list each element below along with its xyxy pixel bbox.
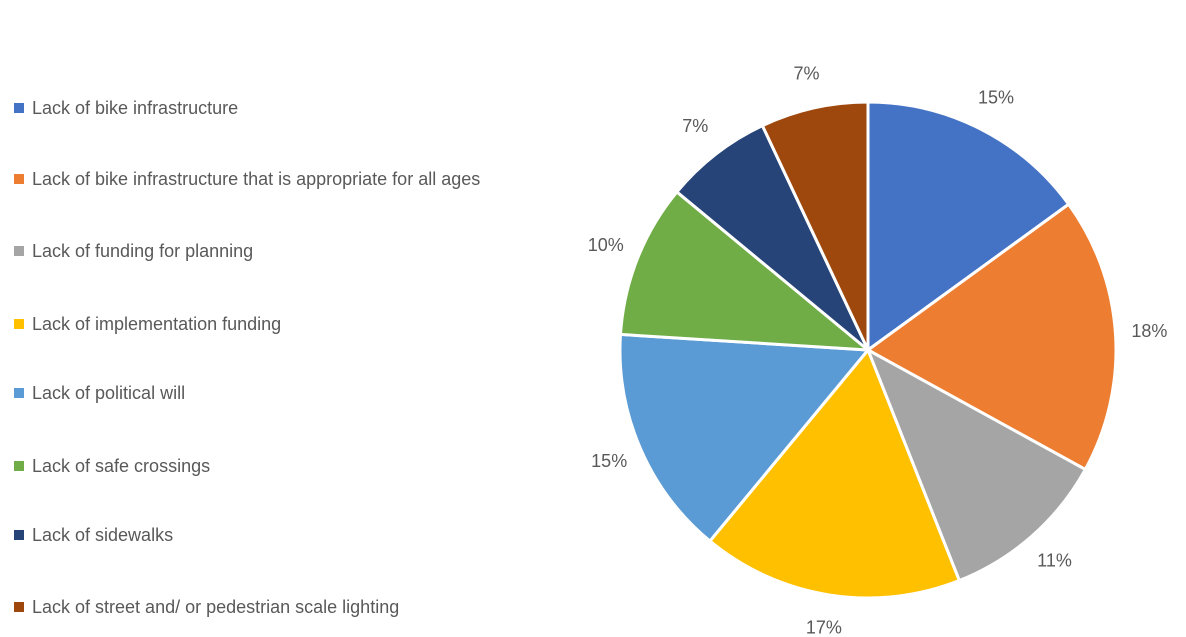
- data-label: 7%: [682, 116, 708, 136]
- legend-swatch: [14, 174, 24, 184]
- legend-swatch: [14, 388, 24, 398]
- legend-item: Lack of funding for planning: [14, 240, 554, 262]
- data-label: 10%: [588, 235, 624, 255]
- legend-item: Lack of safe crossings: [14, 455, 554, 477]
- legend: Lack of bike infrastructure Lack of bike …: [0, 0, 560, 637]
- data-label: 17%: [806, 617, 842, 637]
- pie-slice: [866, 348, 1087, 583]
- pie-labels: 15% 18% 11% 17% 15% 10% 7% 7%: [588, 64, 1168, 637]
- data-label: 15%: [978, 87, 1014, 107]
- legend-label: Lack of street and/ or pedestrian scale …: [32, 597, 400, 617]
- legend-swatch: [14, 103, 24, 113]
- legend-swatch: [14, 602, 24, 612]
- pie-slice: [866, 202, 1118, 471]
- pie-slice: [675, 124, 870, 352]
- legend-label: Lack of implementation funding: [32, 314, 282, 334]
- data-label: 18%: [1131, 321, 1167, 341]
- legend-item: Lack of implementation funding: [14, 313, 554, 335]
- legend-label: Lack of safe crossings: [32, 456, 211, 476]
- legend-label: Lack of bike infrastructure that is appr…: [32, 169, 481, 189]
- data-label: 11%: [1037, 550, 1072, 570]
- legend-item: Lack of sidewalks: [14, 524, 554, 546]
- legend-label: Lack of bike infrastructure: [32, 98, 239, 118]
- pie-slices: [618, 100, 1118, 600]
- data-label: 7%: [793, 64, 819, 84]
- legend-swatch: [14, 530, 24, 540]
- legend-label: Lack of political will: [32, 383, 186, 403]
- legend-swatch: [14, 461, 24, 471]
- pie-slice: [760, 100, 870, 352]
- legend-item: Lack of political will: [14, 382, 554, 404]
- pie-slice: [618, 332, 870, 543]
- legend-item: Lack of bike infrastructure: [14, 97, 554, 119]
- pie-slice: [708, 348, 961, 600]
- data-label: 15%: [591, 451, 627, 471]
- legend-item: Lack of bike infrastructure that is appr…: [14, 168, 554, 190]
- pie-slice: [866, 100, 1071, 352]
- legend-label: Lack of sidewalks: [32, 525, 174, 545]
- legend-swatch: [14, 319, 24, 329]
- legend-label: Lack of funding for planning: [32, 241, 254, 261]
- pie-slice: [618, 190, 870, 352]
- legend-swatch: [14, 246, 24, 256]
- legend-item: Lack of street and/ or pedestrian scale …: [14, 596, 554, 618]
